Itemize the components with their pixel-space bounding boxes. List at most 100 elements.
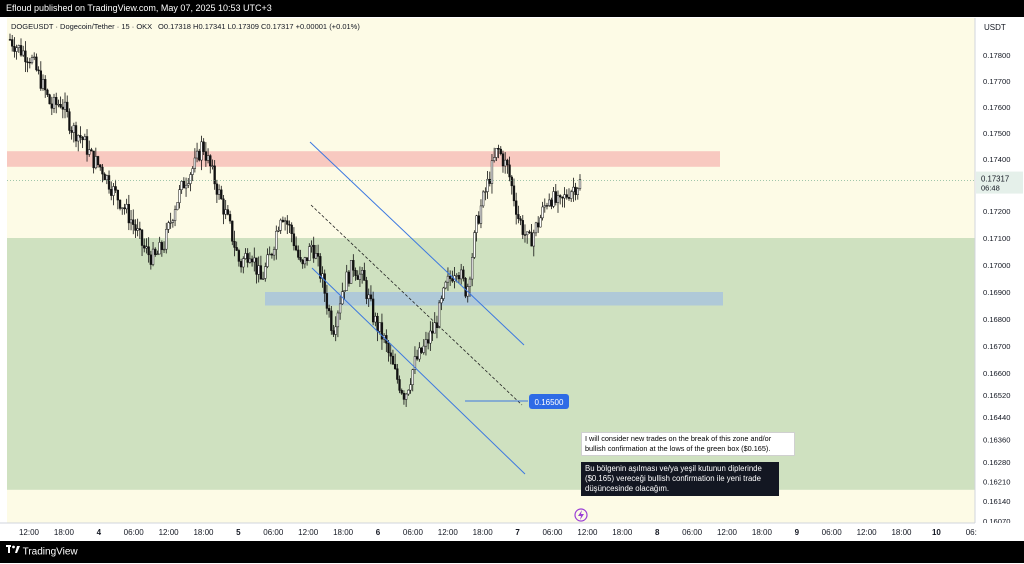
candle-body bbox=[552, 191, 555, 207]
candle-body bbox=[578, 179, 582, 189]
candle-body bbox=[162, 248, 166, 251]
candle-body bbox=[559, 195, 562, 198]
time-tick-label: 4 bbox=[97, 528, 102, 537]
candle-body bbox=[239, 261, 243, 268]
candle-body bbox=[215, 183, 219, 195]
time-tick-label: 12:00 bbox=[438, 528, 459, 537]
candle-body bbox=[246, 253, 249, 263]
candle-body bbox=[497, 148, 500, 150]
candle-body bbox=[426, 339, 430, 344]
price-tick-label: 0.16800 bbox=[983, 315, 1010, 324]
price-chart[interactable]: 0.16500 0.178000.177000.176000.175000.17… bbox=[0, 17, 1024, 541]
candle-body bbox=[261, 278, 265, 280]
candle-body bbox=[140, 229, 144, 246]
resistance-zone bbox=[7, 151, 720, 167]
candle-body bbox=[506, 159, 509, 166]
candle-body bbox=[316, 253, 320, 257]
candle-body bbox=[312, 244, 315, 259]
time-tick-label: 10 bbox=[932, 528, 941, 537]
candle-body bbox=[464, 278, 467, 297]
candle-body bbox=[107, 175, 111, 190]
candle-body bbox=[446, 275, 450, 283]
candle-body bbox=[264, 266, 267, 279]
candle-body bbox=[451, 278, 454, 282]
last-price-badge bbox=[976, 171, 1023, 194]
candle-body bbox=[222, 198, 225, 215]
candle-body bbox=[294, 245, 298, 251]
candle-body bbox=[189, 174, 192, 184]
candle-body bbox=[103, 173, 106, 181]
candle-body bbox=[570, 191, 573, 199]
plot-area[interactable]: 0.16500 bbox=[7, 18, 975, 523]
candle-body bbox=[519, 218, 522, 221]
candle-body bbox=[22, 50, 25, 56]
candle-body bbox=[418, 347, 421, 360]
candle-body bbox=[99, 164, 102, 168]
candle-body bbox=[72, 125, 75, 133]
candle-body bbox=[187, 183, 190, 186]
time-tick-label: 18:00 bbox=[193, 528, 214, 537]
candle-body bbox=[325, 293, 329, 309]
candle-body bbox=[435, 322, 439, 329]
time-axis[interactable]: 12:00 18:00 4 06:00 12:00 18:00 5 06:00 12:00 18:… bbox=[0, 522, 1024, 541]
candle-body bbox=[413, 356, 417, 370]
candle-body bbox=[462, 269, 465, 279]
candle-body bbox=[286, 220, 289, 225]
candle-body bbox=[156, 253, 159, 256]
candle-body bbox=[349, 260, 353, 284]
candle-body bbox=[343, 290, 346, 292]
candle-body bbox=[495, 148, 498, 158]
candle-body bbox=[297, 249, 300, 258]
countdown-label: 06:48 bbox=[981, 184, 1000, 193]
candle-body bbox=[415, 356, 419, 360]
candle-body bbox=[319, 256, 322, 279]
candle-body bbox=[347, 271, 351, 284]
candle-body bbox=[565, 194, 568, 198]
candle-body bbox=[290, 224, 293, 234]
candle-body bbox=[360, 270, 364, 275]
candle-body bbox=[184, 184, 188, 189]
candle-body bbox=[411, 369, 414, 385]
time-tick-label: 12:00 bbox=[159, 528, 180, 537]
candle-body bbox=[515, 200, 518, 215]
candle-body bbox=[420, 347, 423, 353]
candle-body bbox=[15, 47, 18, 52]
candle-body bbox=[114, 186, 117, 191]
channel-mid-line bbox=[310, 204, 523, 406]
time-tick-label: 06: bbox=[966, 528, 977, 537]
candle-body bbox=[250, 258, 254, 263]
candle-body bbox=[550, 199, 553, 207]
candle-body bbox=[253, 257, 256, 263]
price-axis[interactable]: 0.17800 0.17700 0.17600 0.17500 0.17400 0.172… bbox=[974, 18, 1024, 526]
candle-body bbox=[182, 180, 186, 189]
price-tick-label: 0.17100 bbox=[983, 234, 1010, 243]
candle-body bbox=[57, 104, 60, 106]
candle-body bbox=[74, 125, 78, 142]
flash-icon[interactable] bbox=[574, 508, 588, 522]
candle-body bbox=[105, 175, 108, 181]
candle-body bbox=[523, 234, 527, 236]
candle-body bbox=[266, 254, 269, 267]
candle-body bbox=[365, 280, 368, 299]
candle-body bbox=[508, 164, 511, 178]
candle-body bbox=[151, 248, 155, 265]
support-zone bbox=[265, 292, 723, 306]
candle-body bbox=[332, 330, 335, 335]
candle-body bbox=[158, 242, 161, 255]
candle-body bbox=[521, 220, 524, 235]
candle-body bbox=[202, 141, 205, 152]
candle-body bbox=[288, 224, 291, 226]
candle-body bbox=[572, 186, 575, 193]
candle-body bbox=[543, 205, 546, 208]
time-tick-label: 5 bbox=[236, 528, 241, 537]
candle-body bbox=[422, 345, 425, 353]
candle-body bbox=[44, 79, 47, 91]
candle-body bbox=[468, 278, 472, 287]
time-tick-label: 9 bbox=[795, 528, 800, 537]
candle-body bbox=[510, 176, 513, 187]
candle-body bbox=[88, 149, 91, 155]
candle-body bbox=[110, 189, 113, 196]
candle-body bbox=[391, 355, 395, 365]
price-tick-label: 0.17800 bbox=[983, 51, 1010, 60]
candle-body bbox=[228, 214, 232, 222]
